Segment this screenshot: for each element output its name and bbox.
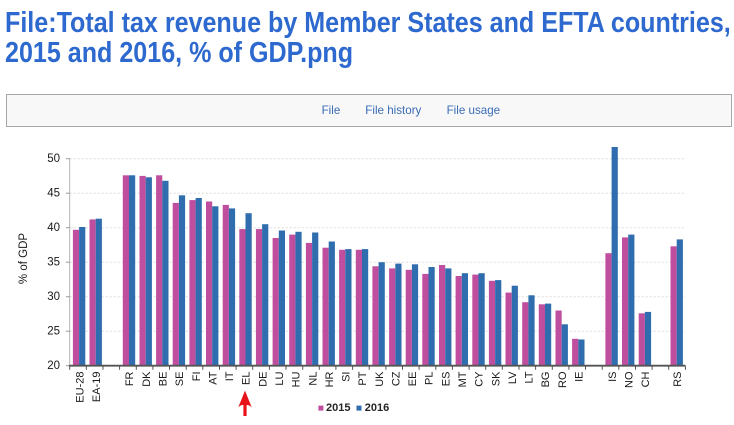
svg-text:30: 30 bbox=[47, 291, 60, 303]
svg-text:PT: PT bbox=[357, 371, 369, 385]
svg-text:BE: BE bbox=[158, 372, 170, 387]
svg-text:CH: CH bbox=[640, 371, 652, 387]
svg-text:LV: LV bbox=[507, 371, 519, 384]
svg-text:EE: EE bbox=[407, 372, 419, 387]
svg-text:DE: DE bbox=[257, 372, 269, 387]
svg-text:50: 50 bbox=[47, 153, 60, 165]
svg-text:NO: NO bbox=[623, 371, 635, 388]
svg-text:HU: HU bbox=[291, 371, 303, 387]
svg-text:RO: RO bbox=[557, 371, 569, 388]
svg-text:EU-28: EU-28 bbox=[74, 372, 86, 403]
svg-text:35: 35 bbox=[47, 256, 60, 268]
svg-text:FI: FI bbox=[191, 372, 203, 382]
svg-text:25: 25 bbox=[47, 325, 60, 337]
svg-text:45: 45 bbox=[47, 187, 60, 199]
svg-text:2016: 2016 bbox=[365, 402, 389, 414]
svg-text:IS: IS bbox=[607, 372, 619, 382]
svg-text:UK: UK bbox=[374, 371, 386, 387]
svg-text:EL: EL bbox=[241, 372, 253, 385]
svg-text:SE: SE bbox=[174, 372, 186, 387]
svg-text:LU: LU bbox=[274, 371, 286, 385]
svg-text:IE: IE bbox=[574, 372, 586, 382]
svg-text:HR: HR bbox=[324, 371, 336, 387]
svg-text:AT: AT bbox=[207, 371, 219, 385]
svg-text:FR: FR bbox=[124, 371, 136, 386]
svg-text:CY: CY bbox=[474, 371, 486, 387]
svg-text:SK: SK bbox=[490, 371, 502, 386]
svg-text:2015: 2015 bbox=[326, 402, 350, 414]
svg-text:20: 20 bbox=[47, 360, 60, 372]
svg-text:RS: RS bbox=[672, 372, 684, 387]
svg-text:DK: DK bbox=[141, 371, 153, 387]
svg-text:% of GDP: % of GDP bbox=[18, 233, 30, 284]
svg-text:SI: SI bbox=[341, 372, 353, 382]
svg-text:CZ: CZ bbox=[391, 371, 403, 386]
svg-text:MT: MT bbox=[457, 371, 469, 387]
svg-text:PL: PL bbox=[424, 372, 436, 385]
svg-text:LT: LT bbox=[524, 371, 536, 383]
svg-text:EA-19: EA-19 bbox=[91, 372, 103, 403]
svg-text:ES: ES bbox=[440, 372, 452, 387]
svg-text:40: 40 bbox=[47, 222, 60, 234]
svg-text:BG: BG bbox=[540, 372, 552, 388]
svg-text:IT: IT bbox=[224, 371, 236, 381]
svg-text:NL: NL bbox=[307, 372, 319, 386]
